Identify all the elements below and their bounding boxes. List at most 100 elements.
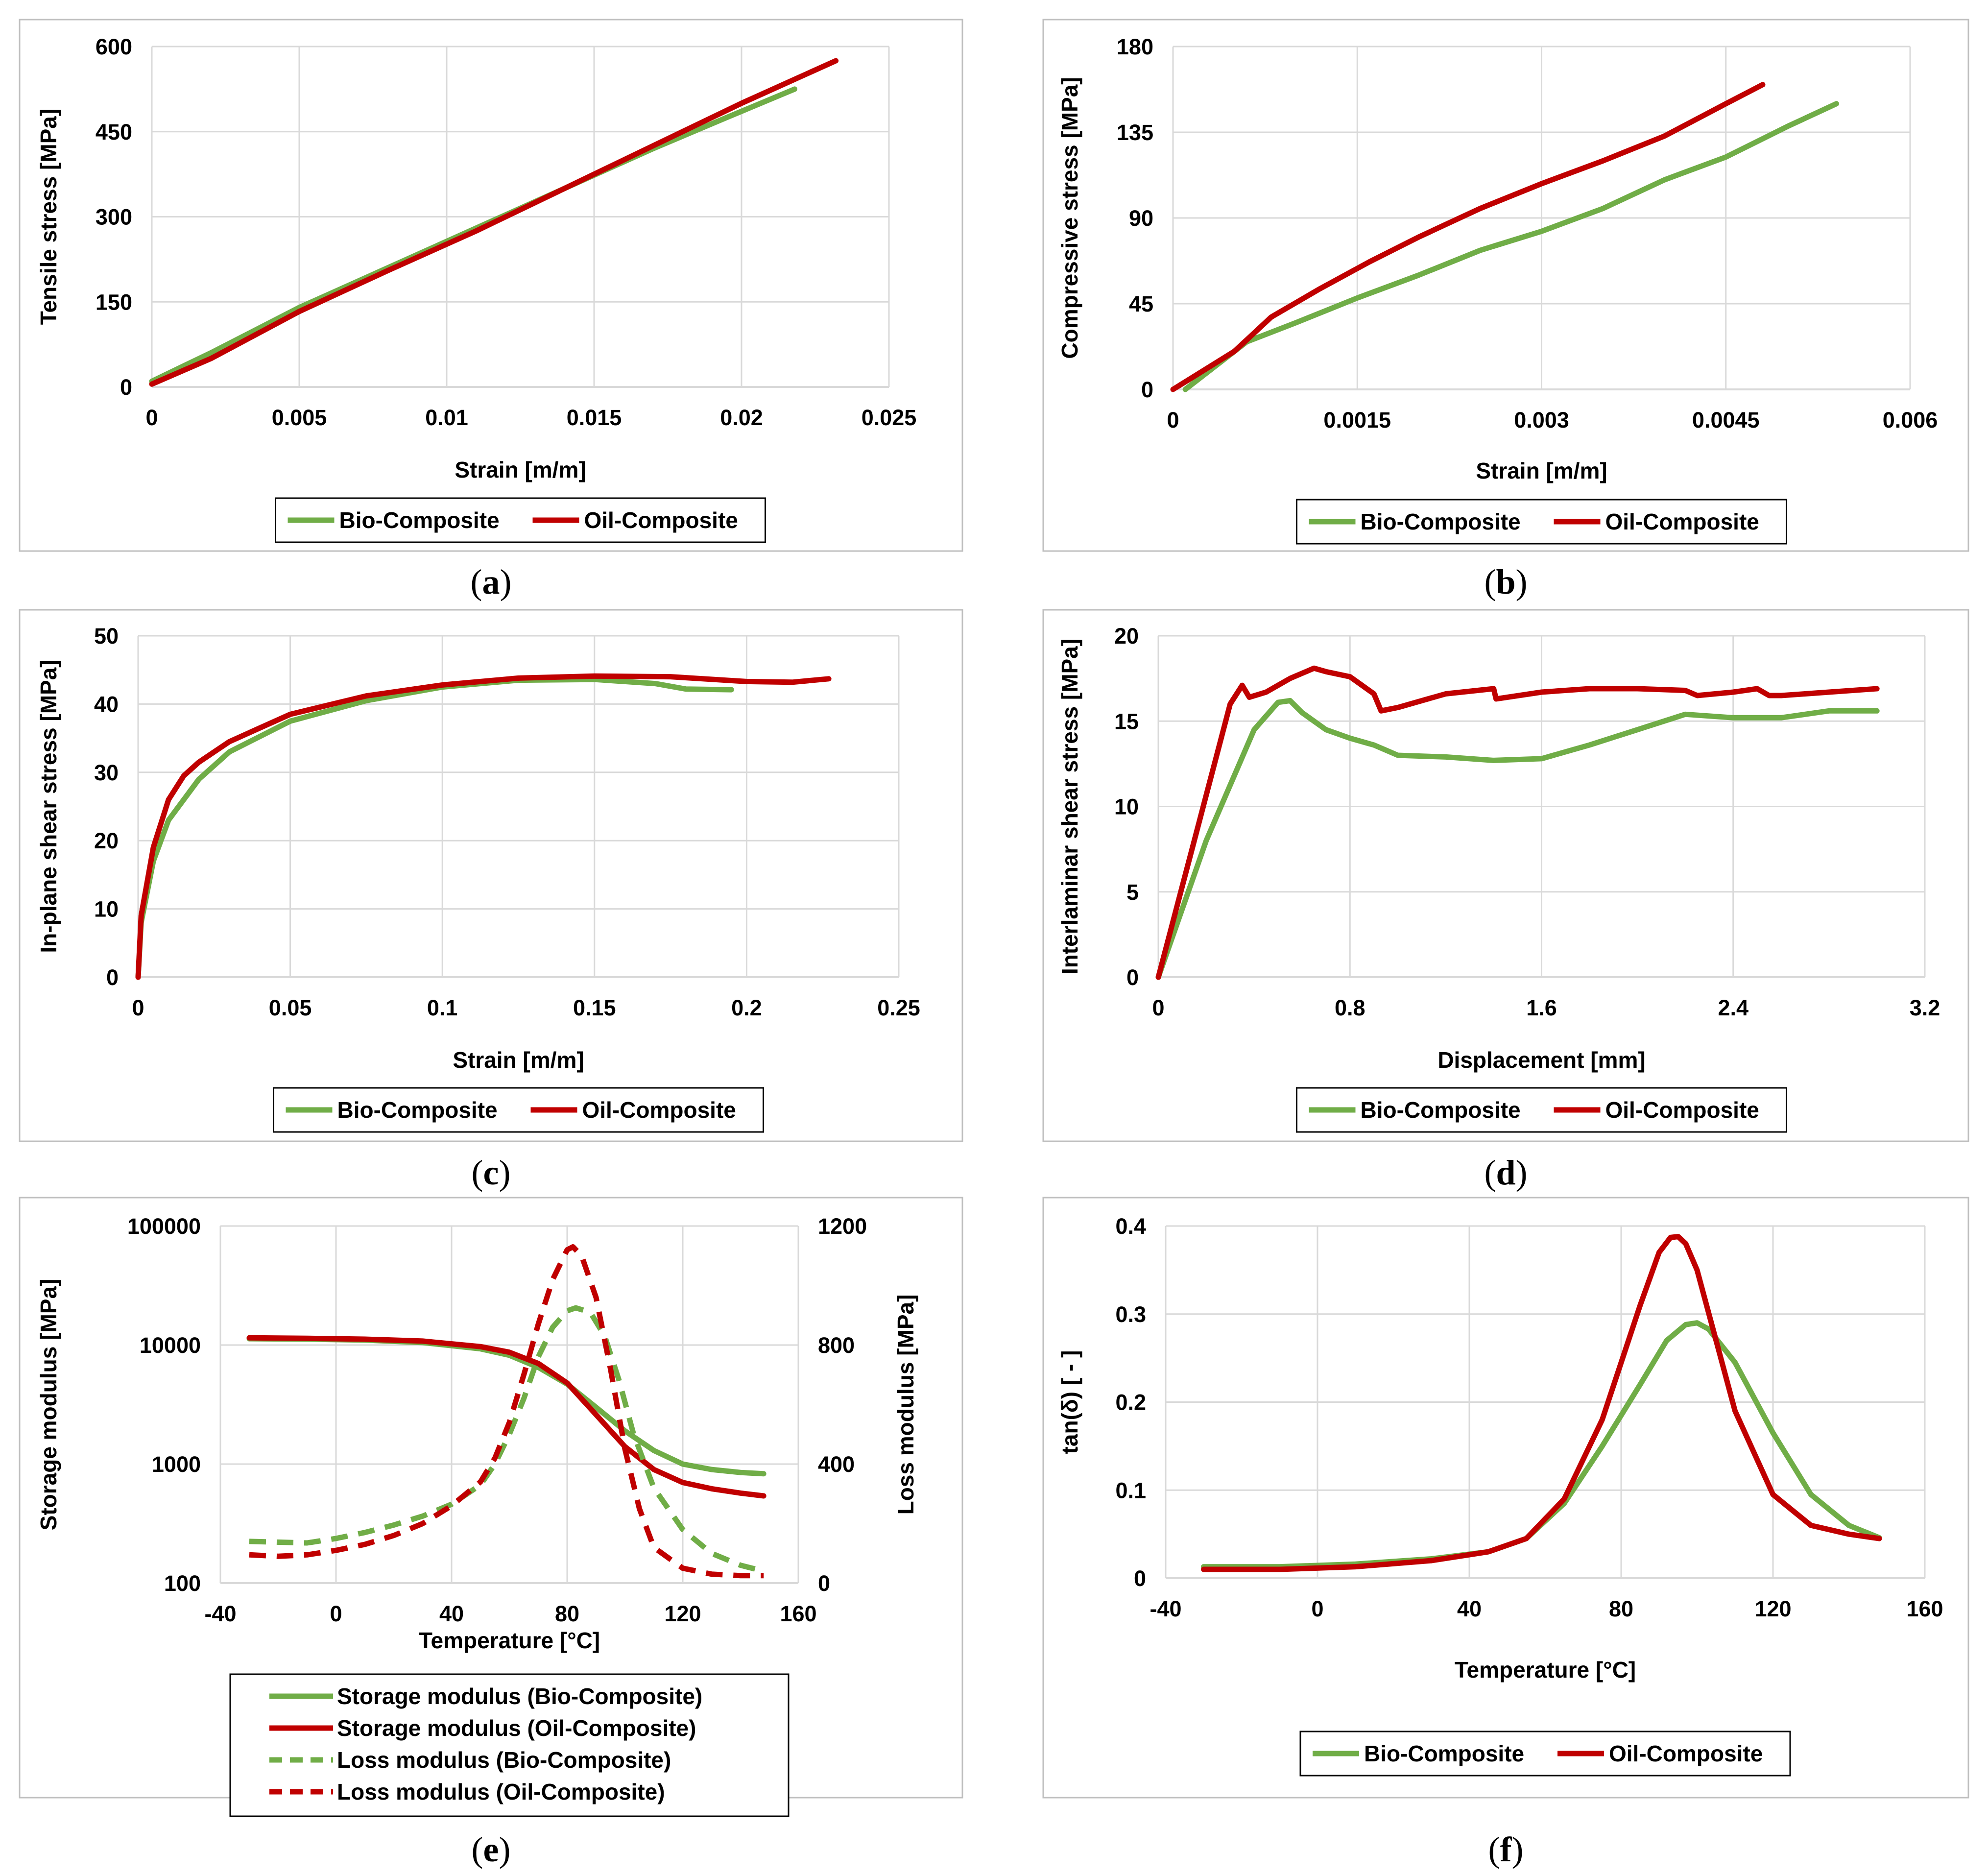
x-tick-label: 3.2: [1910, 995, 1940, 1020]
chart-frame: [19, 609, 963, 1142]
series-line-bio-composite: [1155, 697, 1880, 980]
x-tick-label: 0.1: [427, 995, 458, 1020]
legend: Bio-Composite Oil-Composite: [1296, 499, 1787, 545]
x-tick-label: 0.0015: [1323, 408, 1391, 433]
y-axis-label: In-plane shear stress [MPa]: [36, 660, 61, 953]
y2-tick-label: 800: [818, 1333, 855, 1358]
y-tick-label: 100000: [127, 1214, 201, 1239]
y-tick-label: 30: [94, 760, 119, 785]
legend-box: [1299, 1731, 1791, 1777]
y-tick-label: 0.3: [1115, 1302, 1146, 1327]
x-axis-label: Strain [m/m]: [455, 457, 586, 482]
y-tick-label: 600: [96, 34, 132, 59]
x-tick-label: 0.015: [567, 405, 622, 430]
x-tick-label: 0: [1152, 995, 1164, 1020]
x-tick-label: 1.6: [1526, 995, 1557, 1020]
y-tick-label: 20: [94, 828, 119, 853]
x-tick-label: 160: [780, 1601, 816, 1626]
y-tick-label: 90: [1129, 206, 1153, 231]
chart-panel-e: -40 0 40 80 120 160 100 1000 10000 100000 0 400 800 1…: [19, 1197, 963, 1869]
x-tick-label: 0.25: [877, 995, 920, 1020]
legend-label: Loss modulus (Oil-Composite): [337, 1779, 665, 1804]
panel-caption: (d): [1484, 1153, 1527, 1192]
legend-label: Bio-Composite: [1361, 509, 1521, 534]
y-tick-label: 0: [106, 965, 119, 990]
y2-tick-label: 0: [818, 1571, 830, 1596]
chart-panel-b: 0 0.0015 0.003 0.0045 0.006 0 45 90 135 180 Strain…: [1042, 19, 1969, 601]
series-line-storage-modulus-oil-composite: [246, 1335, 766, 1499]
legend-label: Oil-Composite: [1609, 1741, 1763, 1766]
x-tick-label: 0.003: [1514, 408, 1569, 433]
y-tick-label: 150: [96, 289, 132, 314]
x-tick-label: 0.05: [269, 995, 312, 1020]
y-tick-label: 0: [1141, 377, 1153, 402]
y-tick-label: 10: [94, 897, 119, 922]
x-tick-label: 0.01: [425, 405, 468, 430]
legend-label: Storage modulus (Oil-Composite): [337, 1715, 696, 1741]
chart-panel-c: 0 0.05 0.1 0.15 0.2 0.25 0 10 20 30 40 50 Strain [m/…: [19, 609, 963, 1192]
x-tick-label: 2.4: [1718, 995, 1748, 1020]
legend-box: [273, 1087, 764, 1133]
series-line-loss-modulus-bio-composite: [249, 1305, 765, 1574]
y-tick-label: 0.2: [1115, 1390, 1146, 1415]
x-tick-label: 40: [439, 1601, 464, 1626]
x-tick-label: 0.025: [862, 405, 917, 430]
x-axis-label: Temperature [°C]: [419, 1628, 600, 1653]
panel-caption: (a): [471, 562, 512, 601]
y-tick-label: 15: [1114, 709, 1139, 734]
y2-tick-label: 1200: [818, 1214, 867, 1239]
y-tick-label: 135: [1117, 120, 1153, 145]
x-tick-label: 0.2: [731, 995, 762, 1020]
y-tick-label: 300: [96, 205, 132, 230]
x-tick-label: 0: [1311, 1596, 1323, 1621]
y-tick-label: 0.1: [1115, 1478, 1146, 1503]
chart-frame: [1042, 19, 1969, 552]
panel-caption: (c): [472, 1153, 511, 1192]
y-tick-label: 1000: [152, 1452, 201, 1477]
legend-label: Oil-Composite: [1605, 509, 1759, 534]
y-tick-label: 20: [1114, 624, 1139, 649]
chart-frame: [1042, 1197, 1969, 1799]
y-tick-label: 0: [1126, 965, 1139, 990]
x-tick-label: 0: [132, 995, 144, 1020]
x-axis-label: Displacement [mm]: [1437, 1047, 1645, 1073]
x-tick-label: 120: [664, 1601, 701, 1626]
x-tick-label: 0: [1167, 408, 1179, 433]
x-tick-label: 0: [145, 405, 158, 430]
x-tick-label: 0.8: [1335, 995, 1365, 1020]
series-line-oil-composite: [135, 673, 832, 980]
y-tick-label: 0: [120, 375, 132, 400]
legend-box: [275, 497, 766, 543]
legend-label: Bio-Composite: [1361, 1097, 1521, 1123]
y2-axis-label: Loss modulus [MPa]: [893, 1295, 918, 1515]
panel-caption: (b): [1484, 562, 1527, 601]
y-axis-label: Storage modulus [MPa]: [36, 1279, 61, 1531]
chart-panel-d: 0 0.8 1.6 2.4 3.2 0 5 10 15 20 Displacement [mm] In…: [1042, 609, 1969, 1192]
legend: Storage modulus (Bio-Composite) Storage m…: [229, 1673, 790, 1817]
y-tick-label: 450: [96, 120, 132, 144]
series-line-oil-composite: [1201, 1234, 1882, 1572]
legend-label: Loss modulus (Bio-Composite): [337, 1747, 671, 1773]
x-tick-label: 0.005: [272, 405, 327, 430]
legend-label: Oil-Composite: [1605, 1097, 1759, 1123]
legend-label: Bio-Composite: [1364, 1741, 1524, 1766]
y-tick-label: 50: [94, 624, 119, 649]
chart-frame: [19, 19, 963, 552]
y-tick-label: 0: [1134, 1566, 1146, 1591]
y-axis-label: Tensile stress [MPa]: [36, 109, 61, 325]
chart-panel-a: 0 0.005 0.01 0.015 0.02 0.025 0 150 300 450 600 Str…: [19, 19, 963, 601]
x-tick-label: -40: [1150, 1596, 1181, 1621]
legend-label: Oil-Composite: [582, 1097, 736, 1123]
legend-box: [1296, 499, 1787, 545]
legend: Bio-Composite Oil-Composite: [273, 1087, 764, 1133]
legend: Bio-Composite Oil-Composite: [275, 497, 766, 543]
x-tick-label: 160: [1906, 1596, 1943, 1621]
x-tick-label: 80: [1609, 1596, 1633, 1621]
x-axis-label: Strain [m/m]: [1476, 458, 1607, 483]
legend-label: Storage modulus (Bio-Composite): [337, 1684, 702, 1709]
legend-label: Oil-Composite: [584, 507, 738, 533]
y-tick-label: 10: [1114, 794, 1139, 819]
x-tick-label: -40: [204, 1601, 236, 1626]
x-axis-label: Temperature [°C]: [1455, 1657, 1636, 1683]
